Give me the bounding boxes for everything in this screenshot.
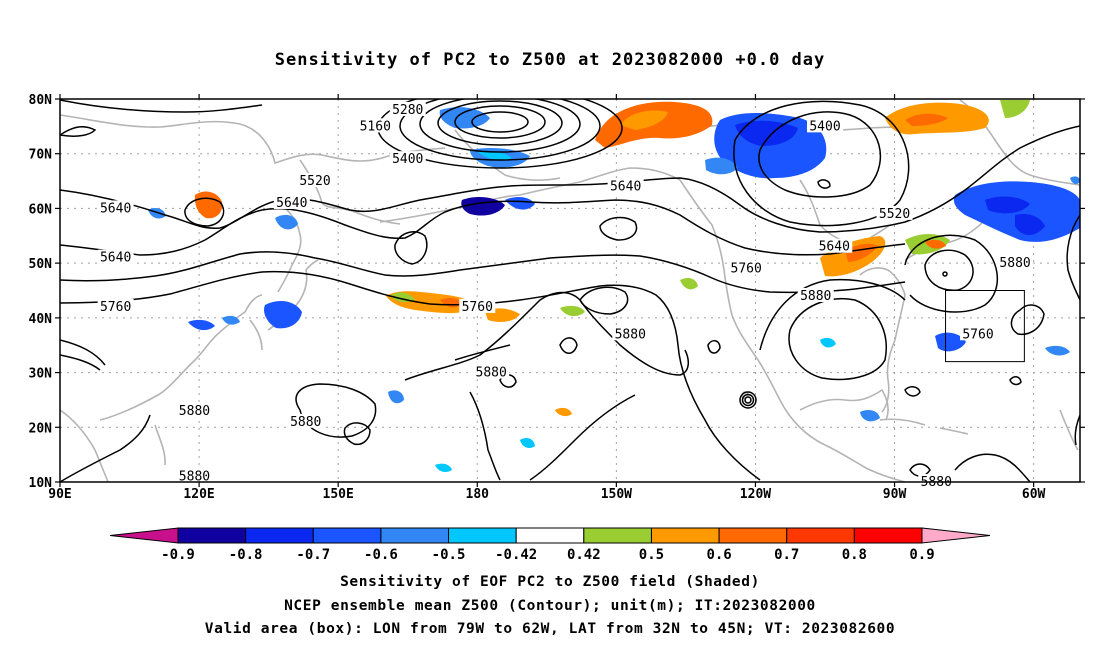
lat-label: 20N <box>29 421 53 436</box>
contour-label: 5640 <box>819 240 850 255</box>
lat-label: 40N <box>29 312 53 327</box>
contour-label-bg <box>389 101 426 116</box>
contour-label: 5880 <box>615 327 646 342</box>
contour-label: 5640 <box>100 251 131 266</box>
sensitivity-shading <box>148 100 1080 473</box>
contour-label: 5160 <box>360 119 391 134</box>
colorbar-segment <box>718 527 788 544</box>
colorbar-segment <box>583 527 652 544</box>
colorbar-label: -0.7 <box>296 547 330 563</box>
contour-label-bg <box>918 474 955 488</box>
colorbar-label: 0.42 <box>567 547 601 563</box>
colorbar-label: -0.9 <box>161 547 195 563</box>
contour-label: 5640 <box>610 180 641 195</box>
contour-label-bg <box>612 326 649 341</box>
colorbar-segment <box>380 527 450 544</box>
colorbar-label: -0.5 <box>432 547 466 563</box>
contour-label-bg <box>960 326 996 341</box>
contour-label-bg <box>797 287 834 302</box>
contour-label-bg <box>357 118 394 133</box>
lon-label: 60W <box>1022 487 1046 502</box>
colorbar-low-triangle <box>109 527 179 544</box>
caption-line-1: Sensitivity of EOF PC2 to Z500 field (Sh… <box>340 574 760 590</box>
lat-label: 80N <box>29 93 53 108</box>
plot-title: Sensitivity of PC2 to Z500 at 2023082000… <box>274 50 826 70</box>
contour-label: 5520 <box>299 174 330 189</box>
plot-frame <box>59 98 1081 483</box>
contour-label: 5280 <box>392 103 423 118</box>
colorbar-segment <box>245 527 314 544</box>
contour-label: 5520 <box>879 207 910 222</box>
colorbar-segment <box>650 527 720 544</box>
contour-label: 5760 <box>731 262 762 277</box>
contour-label: 5880 <box>476 366 507 381</box>
colorbar-segment <box>515 527 585 544</box>
contour-label-bg <box>816 238 853 253</box>
colorbar-label: 0.8 <box>842 547 867 563</box>
colorbar-segment <box>312 527 382 544</box>
lon-label: 90E <box>48 487 71 502</box>
contour-label-bg <box>389 151 426 166</box>
lon-label: 150E <box>323 487 354 502</box>
lon-label: 150W <box>601 487 632 502</box>
contour-label-bg <box>728 260 765 275</box>
lat-label: 10N <box>29 476 53 491</box>
contour-label: 5760 <box>462 300 493 315</box>
colorbar-label: 0.7 <box>774 547 799 563</box>
lon-label: 120W <box>740 487 771 502</box>
colorbar-label: -0.42 <box>495 547 537 563</box>
caption-line-3: Valid area (box): LON from 79W to 62W, L… <box>204 621 896 637</box>
contour-label-bg <box>97 200 134 215</box>
contour-label-bg <box>97 249 134 264</box>
colorbar-segment <box>448 527 517 544</box>
lon-label: 120E <box>183 487 214 502</box>
colorbar-label: 0.5 <box>639 547 664 563</box>
lat-label: 30N <box>29 367 53 382</box>
contour-label: 5640 <box>100 201 131 216</box>
contour-label: 5880 <box>290 415 321 430</box>
contour-label-bg <box>997 255 1034 270</box>
contour-label-bg <box>176 402 213 417</box>
contour-label: 5880 <box>179 404 210 419</box>
contour-label-bg <box>876 205 913 220</box>
colorbar-label: 0.6 <box>706 547 731 563</box>
contour-label: 5880 <box>800 289 831 304</box>
contour-label: 5880 <box>999 256 1030 271</box>
contour-label: 5880 <box>179 470 210 485</box>
colorbar-segment <box>853 527 923 544</box>
colorbar-high-triangle <box>921 527 991 544</box>
contour-label-bg <box>473 364 510 379</box>
colorbar-label: -0.8 <box>229 547 263 563</box>
contour-label-bg <box>297 173 333 188</box>
z500-contours <box>60 99 1080 482</box>
contour-label-bg <box>97 298 134 313</box>
contour-label: 5760 <box>962 327 993 342</box>
contour-label: 5400 <box>809 119 840 134</box>
contour-label-bg <box>176 468 213 483</box>
contour-label-bg <box>607 178 644 193</box>
lat-label: 60N <box>29 202 53 217</box>
contour-label: 5760 <box>100 300 131 315</box>
lat-label: 50N <box>29 257 53 272</box>
colorbar-label: -0.6 <box>364 547 398 563</box>
colorbar-segment <box>177 527 247 544</box>
map-gridlines <box>60 99 1080 482</box>
colorbar: -0.9 -0.8 -0.7 -0.6 -0.5 -0.42 0.42 0.5 0.6 0.7 0.… <box>109 527 991 563</box>
colorbar-label: 0.9 <box>909 547 934 563</box>
valid-area-box <box>945 290 1025 363</box>
lon-label: 180 <box>466 487 490 502</box>
lat-label: 70N <box>29 148 53 163</box>
contour-label-bg <box>287 413 324 428</box>
contour-label-bg <box>273 194 310 209</box>
contour-label: 5640 <box>276 196 307 211</box>
caption-line-2: NCEP ensemble mean Z500 (Contour); unit(… <box>284 598 816 614</box>
contour-label-bg <box>459 298 496 313</box>
colorbar-segment <box>786 527 855 544</box>
lon-label: 90W <box>883 487 907 502</box>
contour-label-bg <box>807 118 843 133</box>
contour-label: 5400 <box>392 152 423 167</box>
